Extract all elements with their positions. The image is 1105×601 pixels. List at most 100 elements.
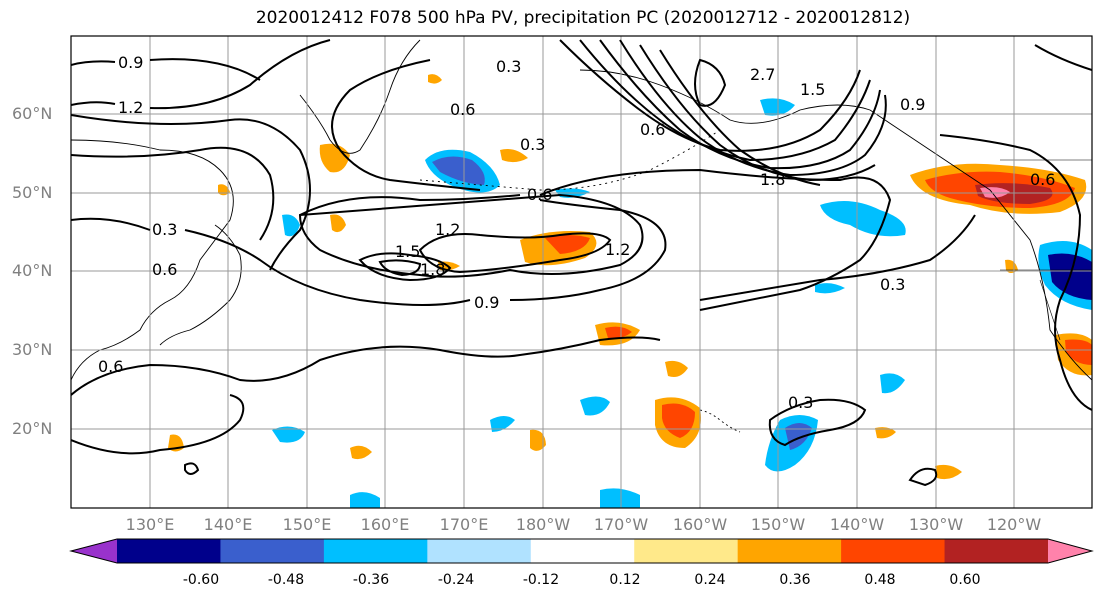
pv-contour-1.8-central [378, 259, 422, 277]
lon-label: 120°W [986, 515, 1042, 534]
pv-contour-0.3-west [71, 146, 275, 241]
contour-label: 1.2 [118, 98, 143, 117]
pv-contour-outer [71, 59, 667, 306]
precip-positive-patch [605, 326, 632, 339]
contour-label: 0.9 [118, 53, 143, 72]
colorbar [69, 538, 1094, 564]
precip-negative-patch [282, 214, 300, 237]
precip-negative-patch [785, 423, 812, 450]
contour-label: 1.5 [395, 242, 420, 261]
map-title: 2020012412 F078 500 hPa PV, precipitatio… [255, 8, 911, 28]
colorbar-tick-label: -0.60 [182, 572, 220, 588]
pv-contour-0.9 [71, 58, 261, 81]
precip-negative-patch [880, 373, 905, 394]
pv-contour-1.2 [71, 39, 331, 110]
lon-label: 140°E [203, 515, 253, 534]
colorbar-segment [944, 539, 1049, 563]
colorbar-segment [220, 539, 325, 563]
contour-label: 0.9 [900, 95, 925, 114]
precip-positive-patch [350, 445, 372, 460]
precip-positive-patch [1005, 259, 1018, 273]
colorbar-segment [530, 539, 635, 563]
pv-contour-1.5-central [358, 252, 452, 282]
coastline-asia [71, 139, 234, 381]
colorbar-tick-label: -0.12 [522, 572, 560, 588]
precip-negative-patch [272, 426, 305, 443]
colorbar-tick-label: 0.12 [609, 572, 641, 588]
colorbar-segment [323, 539, 428, 563]
pv-contour-south [71, 336, 661, 396]
contour-label: 0.6 [98, 357, 123, 376]
pv-contour-south-2 [71, 394, 245, 455]
contour-label: 2.7 [750, 65, 775, 84]
precip-positive-patch [665, 360, 688, 377]
colorbar-extend-low [71, 539, 117, 563]
colorbar-segment [427, 539, 532, 563]
colorbar-segments [71, 539, 1092, 563]
contour-label: 0.3 [520, 135, 545, 154]
contour-label: 0.9 [474, 293, 499, 312]
pv-contour-east-0.3 [539, 168, 892, 311]
contour-label: 1.5 [800, 80, 825, 99]
lon-label: 130°W [908, 515, 964, 534]
pv-contour-0.3-south [768, 398, 867, 447]
lat-label: 50°N [12, 183, 53, 202]
precip-positive-patch [500, 149, 528, 163]
precip-positive-patch [530, 429, 546, 451]
precip-positive-patch [319, 143, 350, 173]
pv-contour-east-0.9 [699, 214, 976, 301]
map-frame [70, 35, 1093, 509]
pv-contour-0.6-west [71, 114, 311, 271]
lon-label: 170°W [593, 515, 649, 534]
contour-label: 0.6 [152, 260, 177, 279]
contour-label: 0.3 [152, 220, 177, 239]
colorbar-outline [69, 538, 1094, 564]
contour-label: 0.3 [880, 275, 905, 294]
colorbar-tick-label: 0.60 [949, 572, 981, 588]
lon-label: 130°E [125, 515, 175, 534]
pv-contour-ridge [694, 58, 727, 107]
colorbar-tick-label: -0.36 [352, 572, 390, 588]
lon-label: 180°W [515, 515, 571, 534]
lon-label: 150°W [750, 515, 806, 534]
coastline-kamchatka [299, 39, 421, 154]
pv-contour-jet-4 [619, 39, 887, 177]
pv-contour-small [184, 462, 938, 487]
precip-negative-patch [815, 283, 845, 294]
colorbar-segment [634, 539, 739, 563]
precip-positive-patch [980, 187, 1010, 198]
contour-label: 1.8 [420, 260, 445, 279]
pv-contours [71, 39, 1092, 487]
contour-label: 0.3 [788, 393, 813, 412]
lat-label: 60°N [12, 104, 53, 123]
colorbar-extend-high [1048, 539, 1092, 563]
contour-label: 0.6 [450, 100, 475, 119]
pv-contour-jet-1 [559, 39, 861, 152]
lon-label: 160°E [360, 515, 410, 534]
lon-label: 170°E [439, 515, 489, 534]
colorbar-segment [841, 539, 946, 563]
precip-negative-patch [820, 201, 906, 237]
colorbar-tick-label: 0.24 [694, 572, 726, 588]
pv-contour-jet-5 [639, 44, 876, 182]
precip-negative-patch [432, 156, 485, 185]
precip-positive-patch [545, 235, 590, 254]
pv-contour-east-right [939, 134, 1092, 411]
colorbar-segment [737, 539, 842, 563]
lat-label: 30°N [12, 340, 53, 359]
contour-label: 1.8 [760, 170, 785, 189]
precip-negative-patch [580, 396, 610, 416]
coastline-japan [159, 224, 242, 346]
colorbar-tick-label: -0.48 [267, 572, 305, 588]
lat-label: 40°N [12, 261, 53, 280]
pv-contour-1.2-central [418, 232, 612, 274]
precip-positive-patch [935, 464, 962, 480]
colorbar-tick-label: -0.24 [437, 572, 475, 588]
lon-label: 150°E [282, 515, 332, 534]
contour-label: 0.6 [640, 120, 665, 139]
pv-contour-jet-2 [579, 39, 871, 162]
graticule [71, 36, 1092, 508]
pv-contour-jet-6 [659, 49, 821, 186]
colorbar-tick-label: 0.36 [779, 572, 811, 588]
